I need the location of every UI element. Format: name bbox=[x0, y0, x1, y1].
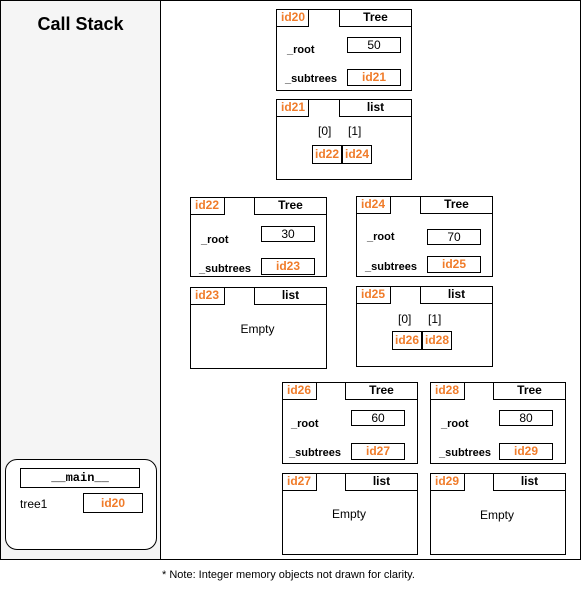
frame-variable-name: tree1 bbox=[20, 497, 47, 511]
object-type-label: list bbox=[345, 474, 417, 491]
attr-root-label: _root bbox=[441, 418, 469, 430]
object-id-label: id25 bbox=[357, 287, 391, 304]
list-index-1: [1] bbox=[348, 124, 361, 138]
list-object-id27: id27 list Empty bbox=[282, 473, 418, 555]
tree-object-id20: id20 Tree _root 50 _subtrees id21 bbox=[276, 9, 412, 91]
object-type-label: Tree bbox=[345, 383, 417, 400]
object-type-label: list bbox=[493, 474, 565, 491]
attr-subtrees-value: id21 bbox=[347, 69, 401, 86]
frame-name: __main__ bbox=[20, 468, 140, 488]
attr-subtrees-label: _subtrees bbox=[439, 447, 491, 459]
attr-subtrees-value: id25 bbox=[427, 256, 481, 273]
object-id-label: id29 bbox=[431, 474, 465, 491]
list-value-0: id22 bbox=[312, 145, 342, 164]
attr-root-label: _root bbox=[291, 418, 319, 430]
list-index-0: [0] bbox=[318, 124, 331, 138]
attr-subtrees-value: id27 bbox=[351, 443, 405, 460]
object-type-label: list bbox=[420, 287, 492, 304]
list-value-0: id26 bbox=[392, 331, 422, 350]
list-object-id21: id21 list [0] [1] id22 id24 bbox=[276, 99, 412, 180]
attr-subtrees-label: _subtrees bbox=[365, 261, 417, 273]
object-id-label: id26 bbox=[283, 383, 317, 400]
object-id-label: id21 bbox=[277, 100, 309, 117]
object-id-label: id22 bbox=[191, 198, 225, 215]
attr-root-value: 80 bbox=[499, 410, 553, 426]
object-type-label: list bbox=[339, 100, 411, 117]
object-type-label: Tree bbox=[339, 10, 411, 27]
object-type-label: Tree bbox=[420, 197, 492, 214]
attr-root-value: 70 bbox=[427, 229, 481, 245]
object-id-label: id20 bbox=[277, 10, 309, 27]
attr-subtrees-value: id29 bbox=[499, 443, 553, 460]
list-value-1: id24 bbox=[342, 145, 372, 164]
tree-object-id22: id22 Tree _root 30 _subtrees id23 bbox=[190, 197, 327, 277]
object-id-label: id28 bbox=[431, 383, 465, 400]
tree-object-id24: id24 Tree _root 70 _subtrees id25 bbox=[356, 196, 493, 277]
attr-subtrees-label: _subtrees bbox=[285, 73, 337, 85]
empty-list-label: Empty bbox=[191, 322, 324, 336]
object-id-label: id27 bbox=[283, 474, 317, 491]
object-id-label: id24 bbox=[357, 197, 391, 214]
object-type-label: Tree bbox=[493, 383, 565, 400]
attr-root-label: _root bbox=[201, 234, 229, 246]
tree-object-id26: id26 Tree _root 60 _subtrees id27 bbox=[282, 382, 418, 464]
frame-variable-value: id20 bbox=[83, 493, 143, 513]
call-stack-title: Call Stack bbox=[0, 14, 161, 35]
attr-subtrees-label: _subtrees bbox=[289, 447, 341, 459]
object-type-label: Tree bbox=[254, 198, 326, 215]
empty-list-label: Empty bbox=[283, 507, 415, 521]
attr-root-value: 50 bbox=[347, 37, 401, 53]
list-object-id29: id29 list Empty bbox=[430, 473, 566, 555]
attr-root-value: 30 bbox=[261, 226, 315, 242]
attr-root-label: _root bbox=[367, 231, 395, 243]
attr-root-label: _root bbox=[287, 44, 315, 56]
object-id-label: id23 bbox=[191, 288, 225, 305]
list-value-1: id28 bbox=[422, 331, 452, 350]
list-object-id23: id23 list Empty bbox=[190, 287, 327, 369]
empty-list-label: Empty bbox=[431, 508, 563, 522]
attr-subtrees-label: _subtrees bbox=[199, 263, 251, 275]
list-index-1: [1] bbox=[428, 312, 441, 326]
object-type-label: list bbox=[254, 288, 326, 305]
list-index-0: [0] bbox=[398, 312, 411, 326]
attr-root-value: 60 bbox=[351, 410, 405, 426]
footnote: * Note: Integer memory objects not drawn… bbox=[162, 569, 415, 581]
attr-subtrees-value: id23 bbox=[261, 258, 315, 275]
list-object-id25: id25 list [0] [1] id26 id28 bbox=[356, 286, 493, 367]
tree-object-id28: id28 Tree _root 80 _subtrees id29 bbox=[430, 382, 566, 464]
